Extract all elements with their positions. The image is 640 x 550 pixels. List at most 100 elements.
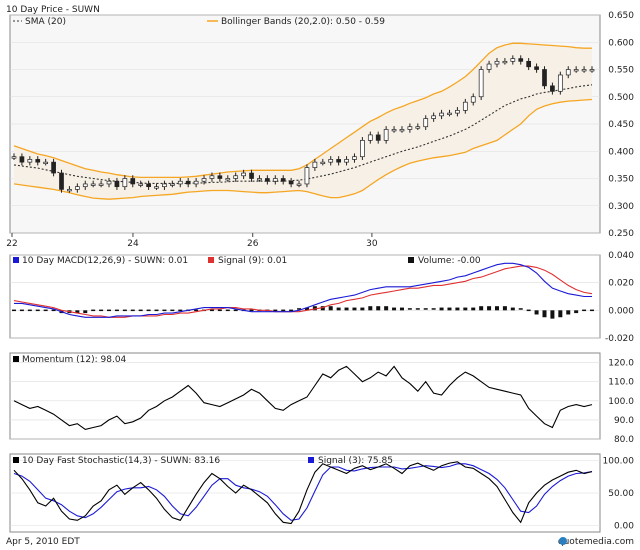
- candle-body: [82, 183, 88, 188]
- volume-bar: [582, 309, 587, 312]
- volume-bar: [19, 309, 24, 312]
- candle-body: [431, 115, 436, 119]
- volume-bar: [146, 309, 151, 312]
- volume-bar: [352, 307, 357, 311]
- candle-body: [534, 66, 539, 70]
- volume-bar: [154, 309, 159, 312]
- volume-bar: [447, 307, 452, 311]
- candle-body: [265, 178, 270, 182]
- volume-bar: [510, 307, 515, 311]
- candle-body: [518, 58, 524, 62]
- candle-body: [415, 126, 421, 129]
- candle-body: [154, 186, 159, 189]
- candle-body: [407, 126, 413, 130]
- candle-body: [177, 180, 183, 185]
- candle-body: [257, 178, 262, 181]
- y-tick-label: 80.0: [614, 435, 634, 445]
- y-tick-label: 0.450: [608, 120, 634, 130]
- y-tick-label: 0.600: [608, 38, 634, 48]
- candle-body: [328, 159, 334, 163]
- candle-body: [90, 183, 96, 186]
- volume-bar: [91, 309, 96, 312]
- volume-bar: [320, 306, 325, 311]
- price-y-ticks: 0.650 0.600 0.550 0.500 0.450 0.400 0.350 0.300…: [608, 11, 634, 239]
- volume-bar: [431, 308, 436, 310]
- momentum-legend-label: Momentum (12): 98.04: [22, 355, 127, 365]
- signal-legend-swatch: [208, 257, 214, 263]
- y-tick-label: 120.0: [608, 359, 634, 369]
- candle-body: [233, 175, 239, 179]
- candle-body: [399, 129, 405, 132]
- y-tick-label: 90.0: [614, 416, 634, 426]
- candle-body: [455, 110, 460, 114]
- candle-body: [312, 161, 318, 168]
- candle-body: [550, 85, 555, 92]
- candle-body: [122, 178, 128, 188]
- candle-body: [51, 161, 56, 174]
- candle-body: [170, 183, 175, 186]
- stochastic-legend-label: 10 Day Fast Stochastic(14,3) - SUWN: 83.…: [22, 456, 220, 466]
- candle-body: [209, 175, 215, 179]
- x-tick-label: 26: [247, 239, 259, 249]
- candle-body: [74, 186, 80, 190]
- candle-body: [241, 172, 246, 177]
- y-tick-label: 0.250: [608, 229, 634, 239]
- candle-body: [201, 178, 207, 182]
- volume-bar: [407, 308, 412, 310]
- volume-bar: [494, 306, 499, 311]
- volume-bar: [558, 310, 563, 318]
- y-tick-label: 100.00: [603, 457, 635, 467]
- momentum-legend-swatch: [13, 356, 19, 362]
- candle-body: [367, 134, 373, 141]
- volume-bar: [130, 309, 135, 312]
- sma-legend-label: SMA (20): [25, 17, 66, 27]
- candle-body: [352, 156, 357, 160]
- candle-body: [272, 178, 278, 182]
- candle-body: [67, 189, 72, 192]
- volume-bar: [384, 306, 389, 311]
- volume-bar: [542, 310, 547, 318]
- volume-bar: [289, 309, 294, 312]
- volume-bar: [107, 309, 112, 312]
- candle-body: [589, 69, 595, 72]
- candle-body: [27, 159, 33, 163]
- candle-body: [225, 178, 231, 181]
- x-tick-label: 24: [127, 239, 139, 249]
- momentum-line: [13, 365, 593, 430]
- volume-bar: [518, 308, 523, 310]
- volume-bar: [209, 309, 214, 312]
- volume-bar: [590, 309, 594, 312]
- volume-bar: [99, 309, 104, 312]
- candle-body: [462, 101, 468, 111]
- candle-body: [304, 167, 310, 185]
- candle-body: [391, 129, 397, 132]
- brand-logo-icon: [559, 537, 567, 545]
- candle-body: [98, 183, 104, 186]
- candle-body: [383, 129, 389, 141]
- volume-bar: [217, 309, 222, 312]
- stochastic-panel: 10 Day Fast Stochastic(14,3) - SUWN: 83.…: [9, 453, 635, 533]
- bollinger-legend-label: Bollinger Bands (20,2.0): 0.50 - 0.59: [221, 17, 385, 27]
- volume-bar: [574, 310, 579, 314]
- volume-bar: [368, 306, 373, 311]
- footer-date: Apr 5, 2010 EDT: [6, 537, 80, 547]
- macd-y-ticks: 0.040 0.020 0.000 -0.020: [605, 251, 634, 344]
- macd-panel: 10 Day MACD(12,26,9) - SUWN: 0.01 Signal…: [9, 251, 634, 344]
- volume-legend-swatch: [408, 257, 414, 263]
- bollinger-upper-line: [13, 42, 592, 179]
- volume-bar: [423, 308, 428, 310]
- candle-body: [486, 63, 492, 70]
- volume-bar: [170, 309, 175, 312]
- volume-bar: [344, 307, 349, 311]
- candle-body: [35, 159, 41, 163]
- candle-body: [59, 172, 64, 190]
- candle-body: [439, 112, 444, 117]
- price-panel: SMA (20) Bollinger Bands (20,2.0): 0.50 …: [6, 11, 634, 249]
- candle-body: [375, 134, 381, 141]
- macd-line: [14, 262, 592, 318]
- candle-body: [360, 140, 365, 158]
- volume-bar: [233, 309, 238, 312]
- candle-body: [344, 159, 349, 163]
- candle-body: [162, 183, 167, 188]
- x-tick-label: 22: [6, 239, 17, 249]
